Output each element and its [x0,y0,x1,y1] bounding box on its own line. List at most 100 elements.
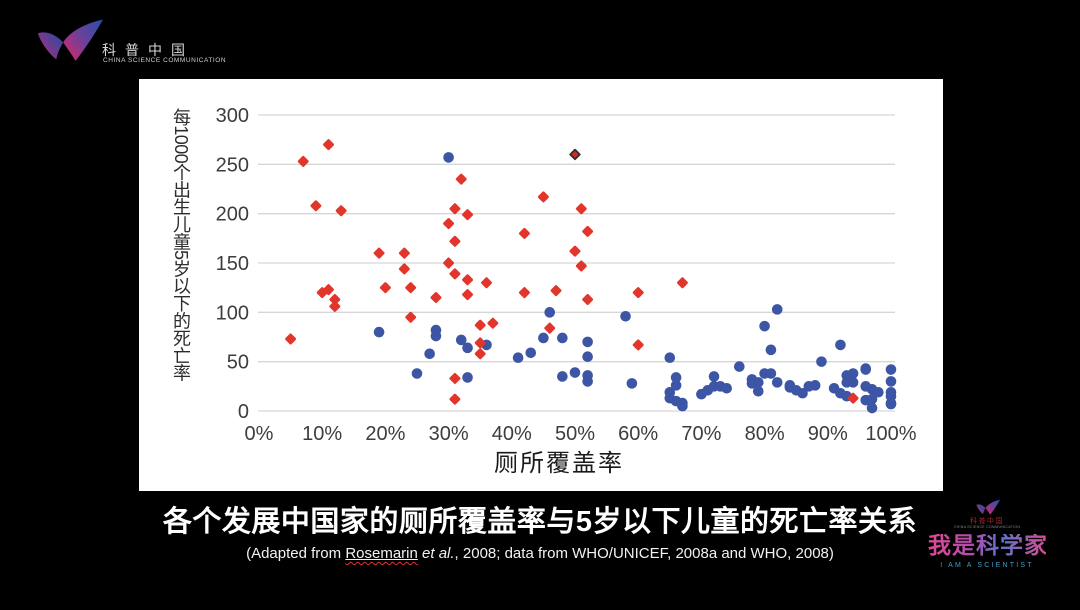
data-point-blue-circle-countries [582,351,593,363]
data-point-red-diamond-countries [405,311,417,323]
data-point-blue-circle-countries [626,378,638,389]
citation-etal: et al. [422,545,455,562]
citation-line: (Adapted from Rosemarin et al., 2008; da… [0,545,1080,562]
data-point-blue-circle-countries [670,380,682,391]
data-point-red-diamond-countries [632,287,644,299]
data-point-red-diamond-countries [379,282,391,294]
data-point-red-diamond-countries [310,200,322,212]
brand-mini-logo: 科普中国 CHINA SCIENCE COMMUNICATION [928,499,1046,530]
x-tick-label: 60% [618,423,658,445]
data-point-blue-circle-countries [866,393,878,405]
data-point-red-diamond-countries [582,294,594,306]
data-point-red-diamond-countries [398,263,410,275]
x-axis-title: 厕所覆盖率 [494,450,624,477]
data-point-blue-circle-countries [443,152,454,163]
data-point-blue-circle-countries [424,348,435,360]
data-point-red-diamond-countries [544,322,556,334]
y-tick-label: 150 [216,253,249,275]
data-point-blue-circle-countries [582,336,593,348]
data-point-red-diamond-countries [449,203,461,215]
data-point-red-diamond-countries [632,339,644,351]
data-point-red-diamond-countries [487,317,499,329]
data-point-red-diamond-countries [449,372,461,384]
data-point-blue-circle-countries [771,304,783,315]
data-point-blue-circle-countries [885,376,897,387]
y-axis-title: 每1000个出生儿童5岁以下的死亡率 [171,108,191,382]
data-point-blue-circle-countries [620,310,631,322]
data-point-red-diamond-countries [449,393,461,405]
data-point-blue-circle-countries [847,377,859,388]
chart-panel: 0 50 100 150 200 250 300 0% 10% 20% 30% 40% 50% 60% 70… [139,79,943,491]
data-point-red-diamond-countries [575,260,587,272]
data-point-red-diamond-countries [481,277,493,289]
data-point-red-diamond-countries [323,139,335,151]
brand-wordmark: 我是科学家 [928,531,1048,558]
data-point-blue-circle-countries [373,326,385,338]
data-point-blue-circle-countries [885,364,897,375]
data-point-blue-circle-countries [557,371,568,382]
data-point-red-diamond-countries [329,300,341,312]
data-point-blue-circle-countries [847,368,859,379]
citation-prefix: (Adapted from [246,545,346,562]
data-point-red-diamond-countries [455,173,467,185]
data-point-blue-circle-countries [569,367,581,378]
data-point-blue-circle-countries [721,383,732,394]
data-point-red-diamond-countries [443,218,455,230]
data-point-red-diamond-countries [582,225,594,237]
data-point-red-diamond-countries [474,348,486,360]
data-point-red-diamond-countries [550,285,562,297]
data-point-blue-circle-countries [765,344,777,356]
data-point-red-diamond-outlined [569,148,581,161]
i-am-a-scientist-logo: 科普中国 CHINA SCIENCE COMMUNICATION 我是科学家 I… [928,499,1048,569]
china-science-communication-logo: 科普中国 CHINA SCIENCE COMMUNICATION [28,16,228,68]
x-tick-label: 0% [245,423,274,445]
x-tick-label: 50% [555,423,595,445]
data-point-red-diamond-countries [474,337,486,349]
x-tick-label: 20% [365,423,405,445]
butterfly-logo-icon [37,19,104,61]
data-point-blue-circle-countries [866,402,878,414]
brand-tagline: I AM A SCIENTIST [940,561,1034,569]
y-tick-label: 50 [227,352,249,374]
data-point-blue-circle-countries [664,352,676,364]
data-point-blue-circle-countries [455,334,467,346]
data-point-blue-circle-countries [759,320,770,332]
data-point-blue-circle-countries [582,376,593,387]
data-point-blue-circle-countries [809,380,821,391]
data-point-blue-circle-countries [835,339,846,351]
data-point-blue-circle-countries [677,400,688,412]
data-point-blue-circle-countries [873,386,884,398]
data-point-blue-circle-countries [462,372,473,383]
data-point-blue-circle-countries [860,364,872,375]
x-tick-label: 100% [865,423,916,445]
data-point-red-diamond-countries [430,292,442,304]
data-point-blue-circle-countries [771,377,783,388]
data-point-red-diamond-countries [462,274,474,286]
data-point-red-diamond-countries [676,277,688,289]
data-point-red-diamond-countries [373,247,385,259]
data-point-red-diamond-countries [405,282,417,294]
data-point-blue-circle-countries [462,342,473,354]
data-point-blue-circle-countries [557,332,568,344]
data-point-red-diamond-countries [443,257,455,269]
data-point-red-diamond-countries [297,155,309,167]
brand-mini-en-text: CHINA SCIENCE COMMUNICATION [953,525,1021,529]
citation-suffix: , 2008; data from WHO/UNICEF, 2008a and … [454,545,834,562]
y-tick-label: 0 [238,401,249,423]
data-point-blue-circle-countries [816,356,827,367]
data-point-red-diamond-countries [285,333,297,345]
y-tick-label: 200 [216,204,249,226]
y-tick-label: 300 [216,105,249,127]
data-point-blue-circle-countries [538,332,549,344]
data-point-blue-circle-countries [411,368,423,379]
data-point-red-diamond-countries [518,287,530,299]
data-point-red-diamond-countries [537,191,549,203]
data-point-blue-circle-countries [544,307,556,318]
csc-logo-en-text: CHINA SCIENCE COMMUNICATION [103,57,227,64]
data-point-red-diamond-countries [569,245,581,257]
data-point-blue-circle-countries [752,377,764,388]
y-tick-label: 250 [216,154,249,176]
data-point-blue-circle-countries [885,398,897,410]
x-tick-label: 30% [429,423,469,445]
